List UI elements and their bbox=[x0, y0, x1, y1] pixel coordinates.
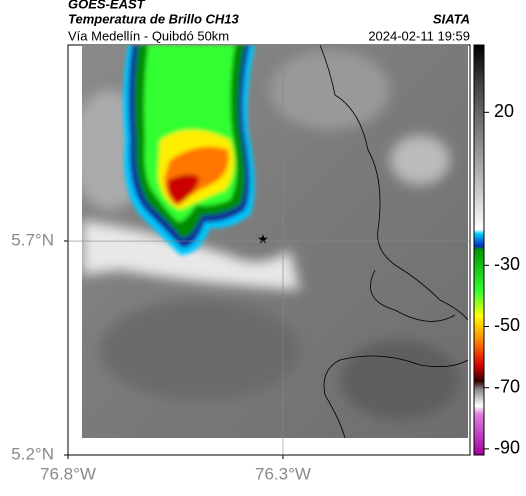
imagery bbox=[82, 45, 468, 438]
colorbar-tick-label: -30 bbox=[494, 254, 520, 274]
colorbar bbox=[473, 44, 485, 456]
route: Vía Medellín - Quibdó 50km bbox=[68, 28, 229, 43]
x-tick-label: 76.8°W bbox=[40, 464, 96, 483]
colorbar-tick-label: -50 bbox=[494, 315, 520, 335]
y-tick-label: 5.2°N bbox=[11, 444, 54, 463]
y-tick-label: 5.7°N bbox=[11, 230, 54, 249]
title: GOES-EAST bbox=[68, 0, 146, 11]
colorbar-tick-label: -90 bbox=[494, 438, 520, 458]
timestamp: 2024-02-11 19:59 bbox=[368, 28, 470, 43]
colorbar-tick-label: -70 bbox=[494, 376, 520, 396]
colorbar-tick-label: 20 bbox=[494, 101, 514, 121]
subtitle: Temperatura de Brillo CH13 bbox=[68, 11, 240, 26]
location-marker: ★ bbox=[257, 231, 269, 246]
x-tick-label: 76.3°W bbox=[255, 464, 311, 483]
source: SIATA bbox=[433, 11, 470, 26]
